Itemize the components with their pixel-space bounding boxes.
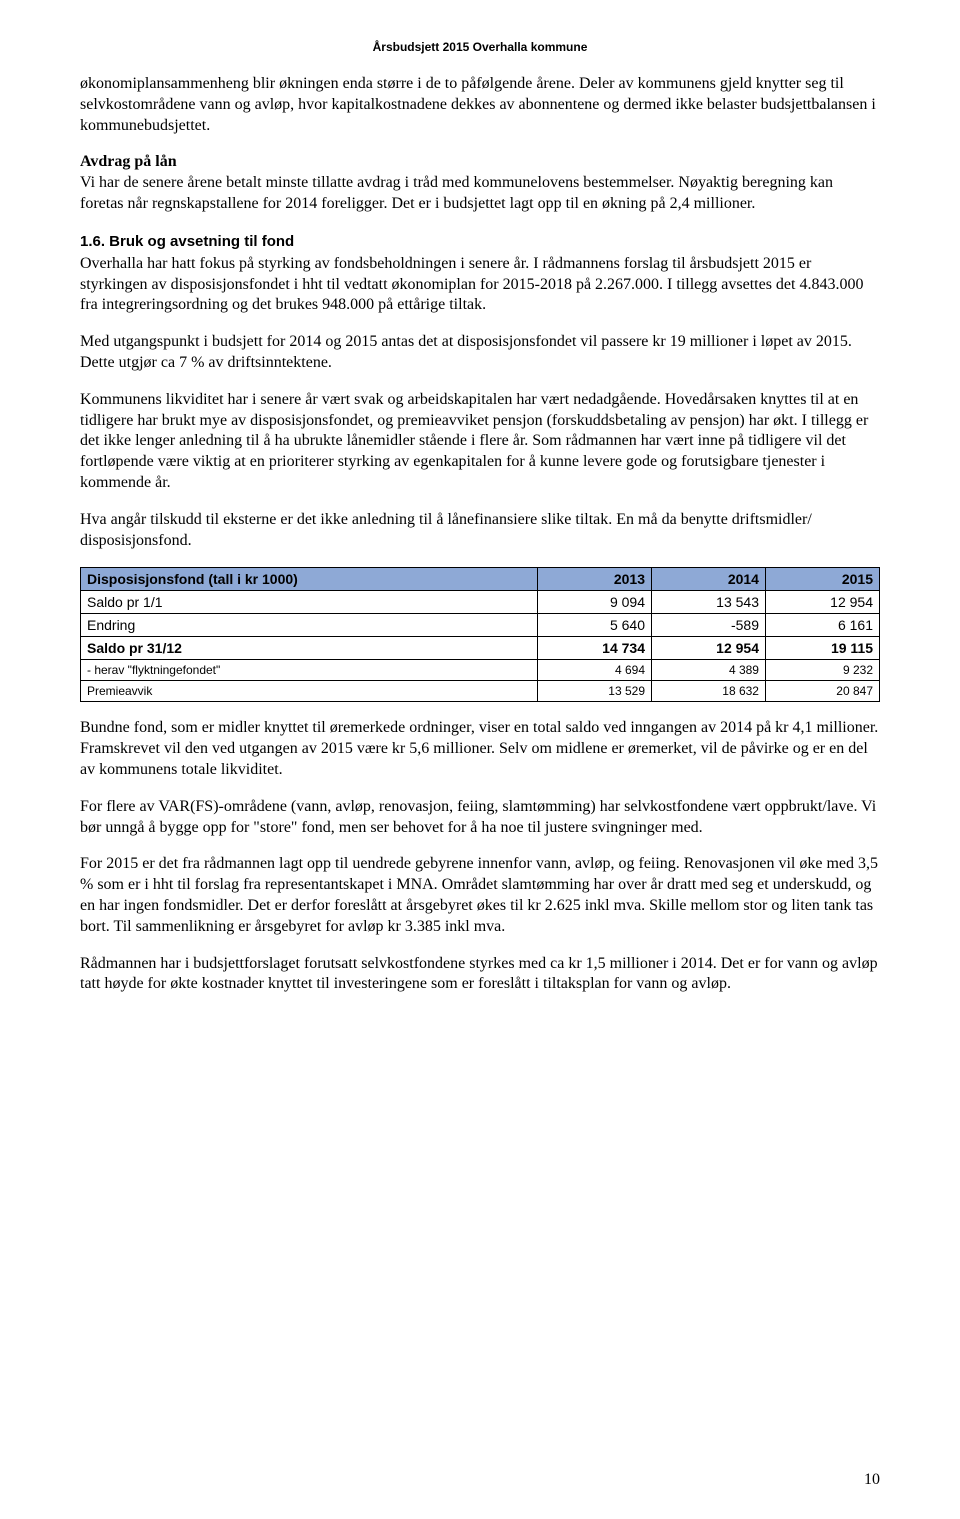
table-cell-value: -589 [652, 614, 766, 637]
paragraph: Rådmannen har i budsjettforslaget foruts… [80, 954, 880, 996]
table-cell-value: 9 232 [765, 660, 879, 681]
table-cell-value: 9 094 [538, 591, 652, 614]
table-col-2013: 2013 [538, 568, 652, 591]
paragraph: For 2015 er det fra rådmannen lagt opp t… [80, 854, 880, 937]
table-cell-value: 14 734 [538, 637, 652, 660]
table-cell-value: 20 847 [765, 681, 879, 702]
table-col-label: Disposisjonsfond (tall i kr 1000) [81, 568, 538, 591]
page-number: 10 [864, 1471, 880, 1489]
table-cell-label: Saldo pr 1/1 [81, 591, 538, 614]
table-cell-value: 19 115 [765, 637, 879, 660]
paragraph: For flere av VAR(FS)-områdene (vann, avl… [80, 797, 880, 839]
table-cell-value: 6 161 [765, 614, 879, 637]
disposisjonsfond-table: Disposisjonsfond (tall i kr 1000) 2013 2… [80, 567, 880, 702]
table-cell-value: 5 640 [538, 614, 652, 637]
paragraph-avdrag: Avdrag på lån Vi har de senere årene bet… [80, 152, 880, 214]
page: Årsbudsjett 2015 Overhalla kommune økono… [0, 0, 960, 1519]
paragraph: økonomiplansammenheng blir økningen enda… [80, 74, 880, 136]
paragraph: Overhalla har hatt fokus på styrking av … [80, 254, 880, 316]
table-cell-label: - herav "flyktningefondet" [81, 660, 538, 681]
table-col-2015: 2015 [765, 568, 879, 591]
table-row: Premieavvik13 52918 63220 847 [81, 681, 880, 702]
table-row: Saldo pr 1/19 09413 54312 954 [81, 591, 880, 614]
table-cell-value: 12 954 [765, 591, 879, 614]
table-row: Endring5 640-5896 161 [81, 614, 880, 637]
table-cell-value: 13 543 [652, 591, 766, 614]
table-cell-value: 4 694 [538, 660, 652, 681]
avdrag-text: Vi har de senere årene betalt minste til… [80, 174, 833, 212]
page-header: Årsbudsjett 2015 Overhalla kommune [80, 40, 880, 54]
avdrag-label: Avdrag på lån [80, 153, 177, 170]
table-cell-label: Premieavvik [81, 681, 538, 702]
table-cell-value: 13 529 [538, 681, 652, 702]
table-cell-value: 12 954 [652, 637, 766, 660]
table-row: Saldo pr 31/1214 73412 95419 115 [81, 637, 880, 660]
table-cell-value: 4 389 [652, 660, 766, 681]
paragraph: Bundne fond, som er midler knyttet til ø… [80, 718, 880, 780]
table-header-row: Disposisjonsfond (tall i kr 1000) 2013 2… [81, 568, 880, 591]
paragraph: Kommunens likviditet har i senere år vær… [80, 390, 880, 494]
section-1-6-heading: 1.6. Bruk og avsetning til fond [80, 233, 880, 250]
table-col-2014: 2014 [652, 568, 766, 591]
table-cell-label: Saldo pr 31/12 [81, 637, 538, 660]
table-row: - herav "flyktningefondet"4 6944 3899 23… [81, 660, 880, 681]
table-cell-value: 18 632 [652, 681, 766, 702]
paragraph: Hva angår tilskudd til eksterne er det i… [80, 510, 880, 552]
paragraph: Med utgangspunkt i budsjett for 2014 og … [80, 332, 880, 374]
table-cell-label: Endring [81, 614, 538, 637]
